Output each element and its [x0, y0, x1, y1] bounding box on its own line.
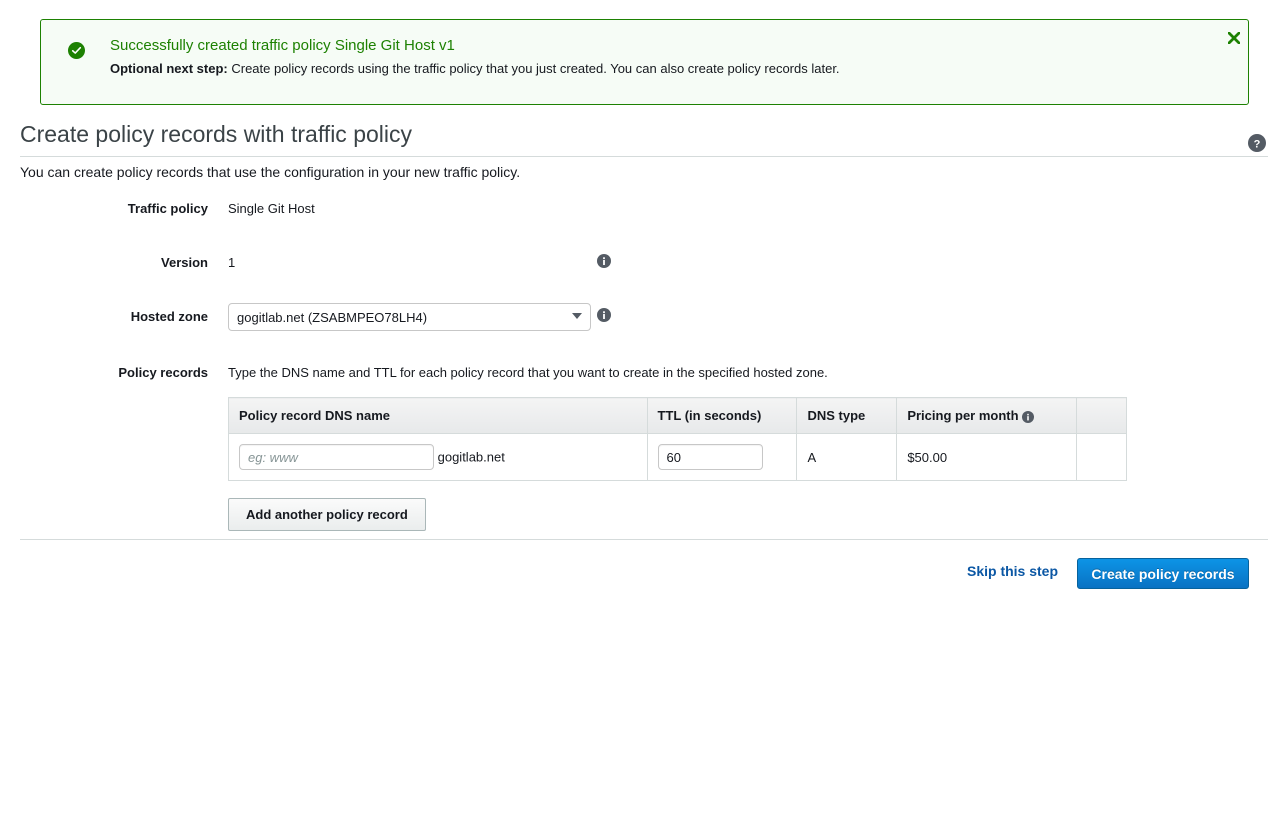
svg-text:?: ?	[1254, 139, 1261, 151]
